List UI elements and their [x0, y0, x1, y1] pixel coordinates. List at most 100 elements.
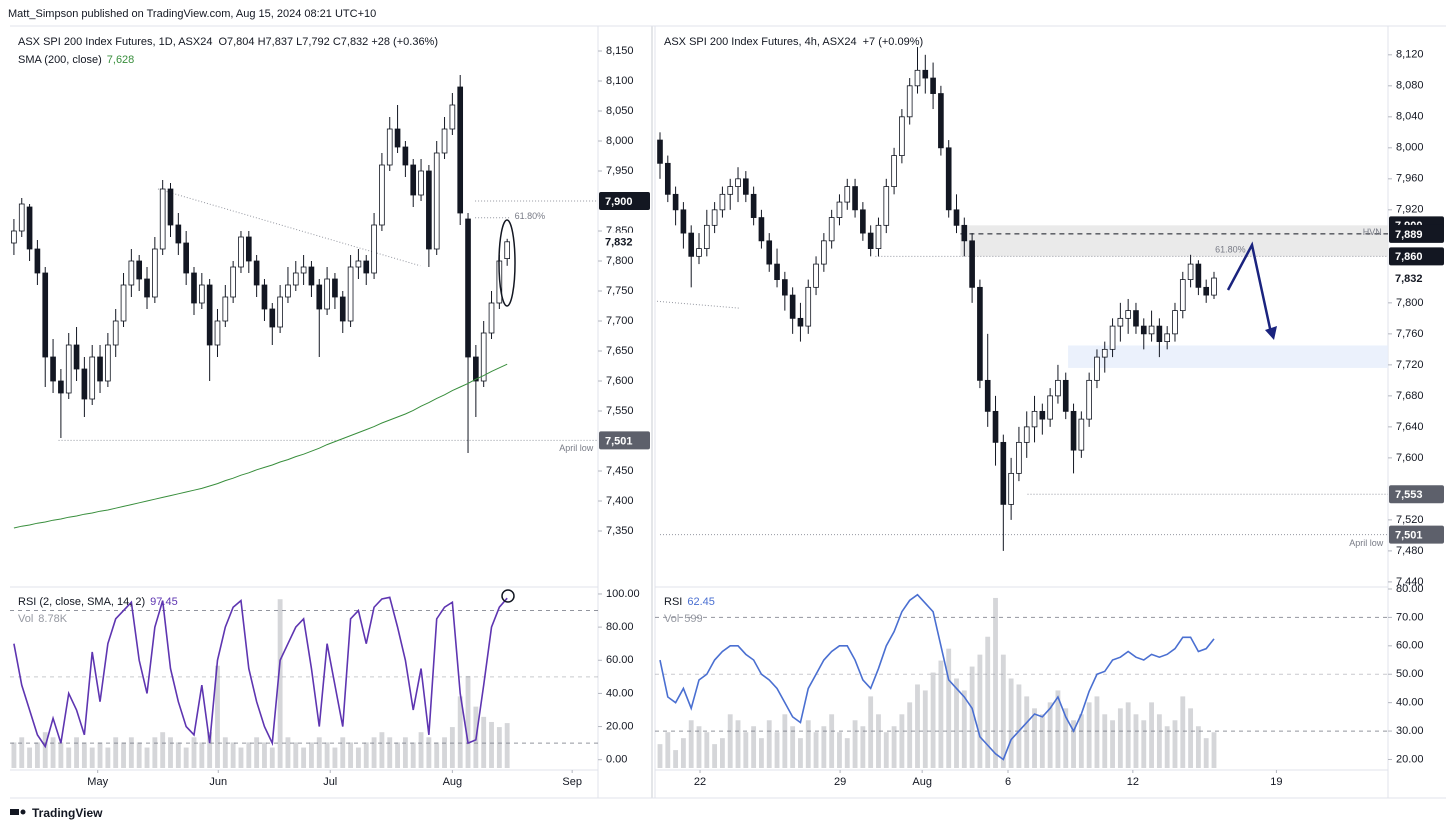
volume-bar: [774, 732, 780, 768]
volume-bar: [340, 737, 346, 768]
volume-bar: [1211, 732, 1217, 768]
volume-bar: [1008, 678, 1014, 768]
price-tag: [1389, 269, 1444, 288]
candle-body: [1070, 410, 1077, 451]
rsi-tick-label: 20.00: [606, 720, 634, 732]
candle-body: [992, 410, 999, 443]
volume-bar: [449, 727, 455, 768]
price-tag-label: 7,501: [605, 435, 633, 447]
volume-bar: [852, 720, 858, 768]
candle-body: [1172, 310, 1178, 335]
volume-bar: [199, 742, 205, 768]
volume-bar: [673, 750, 679, 768]
candle-body: [664, 162, 671, 195]
y-tick-label: 7,800: [1396, 297, 1424, 309]
volume-bar: [332, 747, 338, 768]
volume-bar: [418, 732, 424, 768]
candle-body: [836, 201, 843, 218]
volume-bar: [395, 742, 400, 768]
sma-line: [13, 363, 508, 529]
volume-bar: [442, 737, 447, 768]
logo-mark: [10, 809, 19, 815]
y-tick-label: 7,950: [606, 165, 634, 177]
candle-body: [657, 139, 663, 164]
x-tick-label: 19: [1270, 776, 1282, 788]
volume-bar: [207, 732, 213, 768]
y-tick-label: 7,960: [1396, 173, 1424, 185]
price-tag-label: 7,900: [605, 196, 633, 208]
volume-bar: [402, 737, 408, 768]
volume-bar: [27, 747, 33, 768]
candle-body: [355, 260, 362, 268]
volume-bar: [465, 675, 471, 768]
rsi-legend: RSI 62.45: [664, 596, 715, 608]
candle-body: [1039, 410, 1046, 420]
candle-body: [433, 152, 440, 250]
candle-body: [245, 236, 252, 262]
rsi-tick-label: 100.00: [606, 588, 640, 600]
candle-body: [50, 356, 56, 382]
volume-bar: [891, 726, 897, 768]
candle-body: [410, 164, 417, 196]
candle-body: [144, 278, 150, 298]
volume-bar: [457, 696, 463, 768]
candle-body: [1101, 348, 1108, 358]
candle-body: [984, 379, 991, 412]
candle-body: [277, 296, 283, 328]
candle-body: [1125, 310, 1131, 319]
candle-body: [89, 356, 96, 400]
volume-bar: [1180, 696, 1186, 768]
volume-bar: [696, 726, 702, 768]
candle-body: [977, 286, 983, 381]
candle-body: [1047, 395, 1053, 420]
volume-bar: [977, 654, 983, 768]
volume-bar: [277, 599, 283, 768]
x-tick-label: Aug: [912, 776, 932, 788]
volume-bar: [993, 597, 998, 768]
volume-bar: [387, 737, 393, 768]
volume-bar: [1110, 720, 1115, 768]
volume-bar: [128, 737, 134, 768]
sma-value: 7,628: [107, 54, 135, 66]
candle-body: [1055, 379, 1061, 397]
candle-body: [750, 193, 757, 218]
candle-body: [488, 302, 495, 334]
volume-bar: [805, 720, 811, 768]
rsi-tick-label: 40.00: [1396, 697, 1424, 709]
candle-body: [953, 209, 960, 226]
volume-bar: [58, 742, 64, 768]
candle-body: [198, 284, 205, 304]
y-tick-label: 7,640: [1396, 421, 1424, 433]
volume-bar: [426, 737, 432, 768]
arrow-head: [1265, 326, 1277, 340]
y-tick-label: 8,080: [1396, 80, 1424, 92]
footer-brand: TradingView: [32, 806, 103, 820]
volume-bar: [113, 737, 119, 768]
candle-body: [1211, 277, 1217, 296]
candle-body: [339, 296, 346, 322]
candle-body: [1031, 410, 1038, 428]
candle-body: [285, 284, 291, 298]
rsi-value: 62.45: [687, 596, 715, 608]
volume-bar: [371, 737, 377, 768]
y-tick-label: 8,050: [606, 105, 634, 117]
candle-body: [860, 209, 866, 234]
volume-value: 599: [684, 613, 702, 625]
sma-legend: SMA (200, close) 7,628: [18, 54, 134, 66]
candle-body: [128, 260, 135, 286]
candle-body: [112, 320, 119, 346]
volume-bar: [19, 737, 25, 768]
candle-body: [324, 278, 330, 310]
candle-body: [261, 284, 268, 310]
price-tag-label: 7,832: [1395, 273, 1423, 285]
candle-body: [222, 296, 229, 322]
candle-body: [1156, 325, 1163, 343]
candle-body: [441, 128, 448, 154]
volume-bar: [254, 737, 260, 768]
candle-body: [672, 193, 679, 211]
candle-body: [1195, 263, 1202, 288]
volume-bar: [798, 738, 803, 768]
candle-body: [938, 93, 944, 149]
price-tag-label: 7,889: [1395, 229, 1423, 241]
